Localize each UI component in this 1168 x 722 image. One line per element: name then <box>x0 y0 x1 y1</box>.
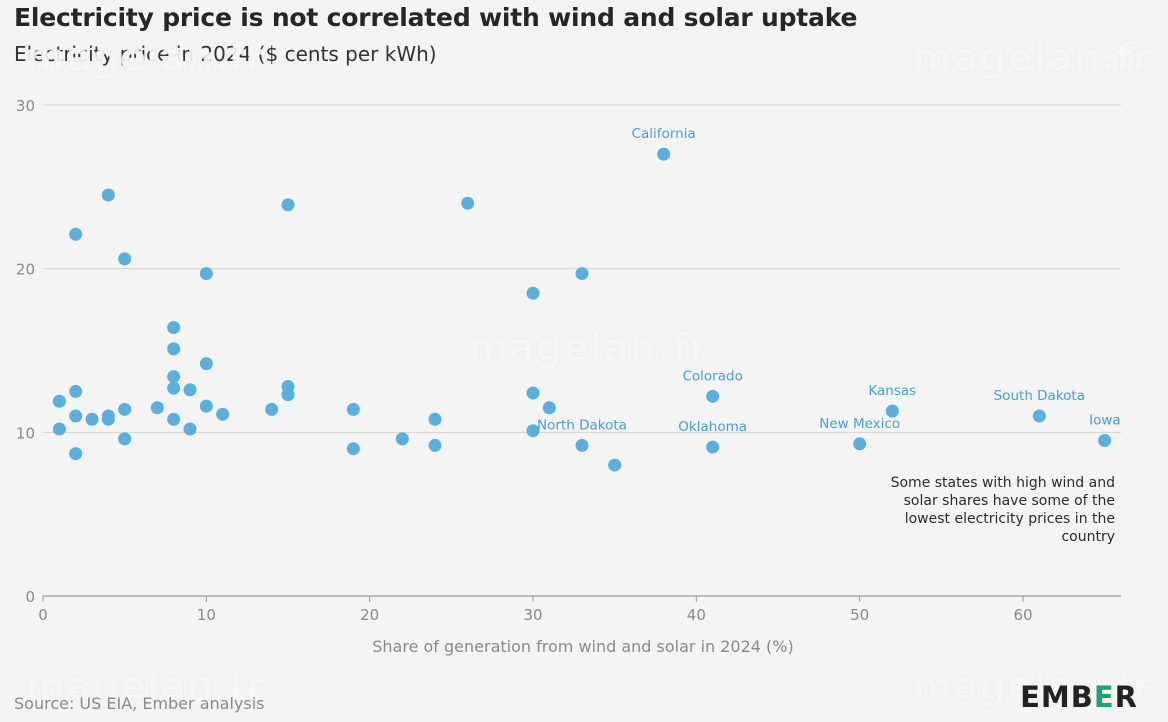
data-point <box>281 198 295 212</box>
x-tick-label: 10 <box>197 606 216 624</box>
data-point <box>118 432 132 446</box>
data-point <box>118 252 132 266</box>
data-point <box>167 370 181 384</box>
data-point <box>150 401 164 415</box>
data-point <box>199 267 213 281</box>
data-point <box>575 267 589 281</box>
data-point <box>461 196 475 210</box>
data-point <box>101 188 115 202</box>
data-point-oklahoma <box>706 440 720 454</box>
data-point <box>526 386 540 400</box>
y-tick-label: 0 <box>25 588 35 606</box>
data-point <box>608 458 622 472</box>
labels-layer: North Dakota California Colorado Oklahoma Ne… <box>537 126 1121 435</box>
points-layer <box>52 147 1112 472</box>
data-point <box>526 424 540 438</box>
data-point-california <box>657 147 671 161</box>
x-tick-label: 50 <box>850 606 869 624</box>
data-point <box>346 442 360 456</box>
ember-logo: EMBER <box>1020 680 1138 714</box>
point-label-south-dakota: South Dakota <box>994 388 1085 404</box>
chart-annotation: Some states with high wind and solar sha… <box>890 475 1115 545</box>
data-point-colorado <box>706 389 720 403</box>
x-tick-label: 20 <box>360 606 379 624</box>
point-label-kansas: Kansas <box>868 383 916 399</box>
data-point <box>542 401 556 415</box>
data-point <box>183 383 197 397</box>
y-tick-label: 30 <box>16 97 35 115</box>
data-point <box>281 388 295 402</box>
y-tick-label: 10 <box>16 424 35 442</box>
point-label-oklahoma: Oklahoma <box>678 419 747 435</box>
data-point-south-dakota <box>1032 409 1046 423</box>
data-point <box>199 399 213 413</box>
data-point <box>428 438 442 452</box>
point-label-new-mexico: New Mexico <box>819 416 900 432</box>
data-point <box>69 227 83 241</box>
chart-title: Electricity price is not correlated with… <box>14 3 858 32</box>
point-label-colorado: Colorado <box>682 368 742 384</box>
data-point <box>395 432 409 446</box>
data-point <box>85 412 99 426</box>
data-point <box>428 412 442 426</box>
data-point <box>69 384 83 398</box>
data-point <box>167 342 181 356</box>
data-point-kansas <box>885 404 899 418</box>
data-point <box>526 286 540 300</box>
data-point <box>265 402 279 416</box>
data-point <box>101 412 115 426</box>
point-label-iowa: Iowa <box>1089 413 1121 429</box>
y-tick-label: 20 <box>16 261 35 279</box>
data-point <box>69 409 83 423</box>
data-point <box>52 422 66 436</box>
point-label-north-dakota: North Dakota <box>537 417 627 433</box>
x-axis-label: Share of generation from wind and solar … <box>372 637 794 656</box>
x-tick-label: 40 <box>687 606 706 624</box>
data-point <box>216 407 230 421</box>
chart-subtitle: Electricity price in 2024 ($ cents per k… <box>14 42 437 66</box>
data-point <box>69 447 83 461</box>
data-point-new-mexico <box>853 437 867 451</box>
data-point <box>167 321 181 335</box>
data-point <box>199 357 213 371</box>
x-tick-label: 0 <box>38 606 48 624</box>
data-point-north-dakota <box>575 438 589 452</box>
data-point <box>52 394 66 408</box>
data-point <box>118 402 132 416</box>
source-note: Source: US EIA, Ember analysis <box>14 694 265 713</box>
data-point <box>167 412 181 426</box>
point-label-california: California <box>632 126 696 142</box>
x-tick-label: 60 <box>1013 606 1032 624</box>
data-point-iowa <box>1098 434 1112 448</box>
x-tick-label: 30 <box>523 606 542 624</box>
data-point <box>183 422 197 436</box>
data-point <box>346 402 360 416</box>
axis-layer: 0 10 20 30 0 10 20 30 40 50 60 <box>16 97 1121 624</box>
data-point <box>167 381 181 395</box>
